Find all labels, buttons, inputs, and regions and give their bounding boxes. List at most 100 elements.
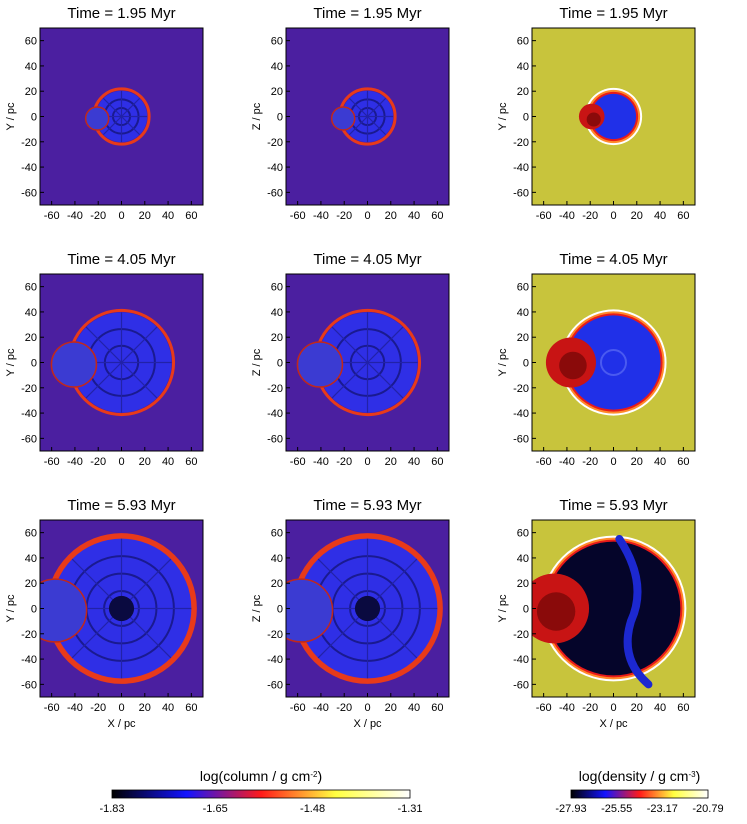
side-lobe bbox=[286, 578, 334, 643]
y-axis-label: Z / pc bbox=[251, 102, 263, 130]
y-tick-label: -60 bbox=[267, 679, 283, 691]
x-tick-label: 20 bbox=[385, 456, 397, 468]
y-tick-label: 0 bbox=[277, 604, 283, 616]
x-tick-label: 20 bbox=[631, 456, 643, 468]
side-lobe bbox=[84, 106, 110, 131]
y-tick-label: -40 bbox=[513, 408, 529, 420]
x-tick-label: 0 bbox=[610, 456, 616, 468]
x-tick-label: 40 bbox=[162, 456, 174, 468]
colorbar-2: log(density / g cm-3) -27.93 -25.55 -23.17 -… bbox=[555, 768, 723, 815]
x-tick-label: -40 bbox=[67, 456, 83, 468]
y-tick-label: 20 bbox=[271, 578, 283, 590]
x-tick-label: -60 bbox=[44, 702, 60, 714]
panel-grid: -60 -40 -20 0 20 40 60 60 40 20 0 -20 -40 -60 Time = 1… bbox=[5, 5, 696, 730]
y-tick-label: -40 bbox=[267, 654, 283, 666]
y-tick-label: -60 bbox=[513, 679, 529, 691]
bubble bbox=[532, 534, 687, 689]
colorbar-tick-label: -20.79 bbox=[692, 803, 723, 815]
x-tick-label: -40 bbox=[559, 210, 575, 222]
x-tick-label: -20 bbox=[336, 702, 352, 714]
y-tick-label: -20 bbox=[513, 629, 529, 641]
x-tick-label: -40 bbox=[67, 210, 83, 222]
panel-title: Time = 5.93 Myr bbox=[67, 497, 175, 514]
x-tick-label: -40 bbox=[313, 702, 329, 714]
y-tick-label: -40 bbox=[21, 162, 37, 174]
panel-6: -60 -40 -20 0 20 40 60 60 40 20 0 -20 -40 -60 Time = 4… bbox=[497, 251, 696, 468]
x-tick-label: 60 bbox=[431, 702, 443, 714]
x-tick-label: 40 bbox=[162, 210, 174, 222]
panel-3: -60 -40 -20 0 20 40 60 60 40 20 0 -20 -40 -60 Time = 1… bbox=[497, 5, 696, 222]
y-tick-label: -40 bbox=[513, 162, 529, 174]
x-axis-label: X / pc bbox=[599, 718, 628, 730]
x-tick-label: 60 bbox=[431, 210, 443, 222]
y-tick-label: 20 bbox=[25, 578, 37, 590]
y-tick-label: 20 bbox=[25, 332, 37, 344]
panel-title: Time = 5.93 Myr bbox=[559, 497, 667, 514]
colorbar-tick-label: -25.55 bbox=[601, 803, 632, 815]
x-tick-label: 60 bbox=[185, 210, 197, 222]
y-tick-label: 40 bbox=[25, 553, 37, 565]
y-tick-label: 40 bbox=[271, 553, 283, 565]
colorbar-tick-label: -1.83 bbox=[99, 803, 124, 815]
y-tick-label: 0 bbox=[31, 358, 37, 370]
y-tick-label: 20 bbox=[517, 332, 529, 344]
y-tick-label: -60 bbox=[267, 433, 283, 445]
panel-8: -60 -40 -20 0 20 40 60 60 40 20 0 -20 -40 -60 Time = 5… bbox=[251, 497, 450, 730]
y-tick-label: 40 bbox=[271, 61, 283, 73]
bubble bbox=[296, 308, 422, 417]
y-tick-label: -60 bbox=[21, 433, 37, 445]
y-tick-label: -40 bbox=[21, 654, 37, 666]
colorbar-1: log(column / g cm-2) -1.83 -1.65 -1.48 -1.31 bbox=[99, 768, 422, 815]
x-tick-label: -20 bbox=[582, 210, 598, 222]
colorbar-tick-label: -1.48 bbox=[300, 803, 325, 815]
colorbar-tick-label: -27.93 bbox=[555, 803, 586, 815]
x-tick-label: -20 bbox=[90, 702, 106, 714]
y-tick-label: 60 bbox=[25, 528, 37, 540]
panel-4: -60 -40 -20 0 20 40 60 60 40 20 0 -20 -40 -60 Time = 4… bbox=[5, 251, 204, 468]
y-tick-label: -60 bbox=[513, 187, 529, 199]
x-tick-label: 40 bbox=[408, 210, 420, 222]
x-tick-label: 0 bbox=[364, 702, 370, 714]
side-lobe bbox=[50, 341, 98, 388]
colorbar-tick-label: -23.17 bbox=[647, 803, 678, 815]
y-tick-label: 20 bbox=[517, 578, 529, 590]
y-tick-label: -20 bbox=[267, 383, 283, 395]
colorbar-group: log(column / g cm-2) -1.83 -1.65 -1.48 -1.31… bbox=[99, 768, 723, 815]
x-tick-label: -60 bbox=[44, 210, 60, 222]
x-tick-label: -40 bbox=[559, 702, 575, 714]
x-tick-label: 20 bbox=[631, 702, 643, 714]
x-tick-label: 40 bbox=[654, 702, 666, 714]
y-tick-label: 0 bbox=[523, 112, 529, 124]
y-tick-label: 40 bbox=[517, 307, 529, 319]
y-axis-label: Z / pc bbox=[251, 348, 263, 376]
y-tick-label: 40 bbox=[517, 553, 529, 565]
x-tick-label: 0 bbox=[118, 210, 124, 222]
y-tick-label: 20 bbox=[271, 86, 283, 98]
x-tick-label: -40 bbox=[67, 702, 83, 714]
x-tick-label: 20 bbox=[139, 702, 151, 714]
y-tick-label: 60 bbox=[517, 282, 529, 294]
panel-title: Time = 4.05 Myr bbox=[313, 251, 421, 268]
x-tick-label: 20 bbox=[139, 210, 151, 222]
x-tick-label: -60 bbox=[290, 456, 306, 468]
colorbar-tick-label: -1.65 bbox=[203, 803, 228, 815]
panel-title: Time = 5.93 Myr bbox=[313, 497, 421, 514]
panel-7: -60 -40 -20 0 20 40 60 60 40 20 0 -20 -40 -60 Time = 5… bbox=[5, 497, 204, 730]
x-tick-label: 60 bbox=[185, 702, 197, 714]
x-tick-label: 0 bbox=[610, 702, 616, 714]
y-tick-label: 60 bbox=[271, 36, 283, 48]
y-tick-label: -60 bbox=[513, 433, 529, 445]
y-tick-label: 40 bbox=[517, 61, 529, 73]
y-tick-label: -20 bbox=[267, 137, 283, 149]
bubble bbox=[50, 308, 176, 417]
panel-9: -60 -40 -20 0 20 40 60 60 40 20 0 -20 -40 -60 Time = 5… bbox=[497, 497, 696, 730]
y-tick-label: -20 bbox=[21, 383, 37, 395]
colorbar-label: log(column / g cm-2) bbox=[200, 768, 322, 784]
bubble bbox=[545, 309, 667, 416]
x-tick-label: 40 bbox=[408, 456, 420, 468]
y-tick-label: -60 bbox=[21, 679, 37, 691]
x-tick-label: 60 bbox=[185, 456, 197, 468]
y-tick-label: -20 bbox=[21, 629, 37, 641]
y-tick-label: -20 bbox=[513, 383, 529, 395]
y-tick-label: -60 bbox=[21, 187, 37, 199]
